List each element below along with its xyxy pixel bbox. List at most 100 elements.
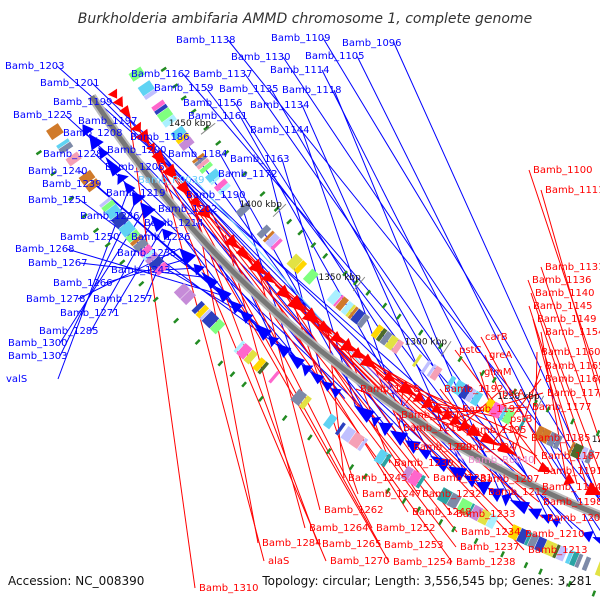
gene-label-reverse: Bamb_1159 [154, 83, 214, 94]
reverse-gene-arrow [371, 416, 382, 428]
gene-label-forward: Bamb_1310 [199, 583, 259, 594]
cog-bar-reverse [373, 448, 389, 465]
gc-tick-inner [396, 313, 402, 320]
gc-tick-inner [365, 289, 372, 296]
gene-label-forward: Bamb_1230 [394, 458, 454, 469]
leader-line [309, 315, 477, 480]
cog-bar-forward [429, 365, 443, 381]
cog-bar-reverse [191, 300, 206, 315]
leader-line [66, 248, 226, 297]
gc-tick-outer [173, 317, 180, 324]
reverse-gene-arrow [476, 481, 492, 496]
gene-label-forward: Bamb_1210 [525, 529, 585, 540]
cog-bar-reverse [144, 251, 159, 265]
cog-bar-forward [345, 304, 357, 318]
forward-gene-arrow [584, 482, 600, 496]
cog-bar-forward [533, 425, 546, 441]
gc-tick-outer [538, 568, 543, 575]
gene-label-forward: Bamb_1254 [393, 557, 453, 568]
cog-bar-forward [217, 182, 231, 196]
gc-tick-inner [259, 191, 266, 197]
gene-label-forward: Bamb_1284 [262, 538, 322, 549]
gene-labels: Bamb_1138 Bamb_1109 Bamb_1096 Bamb_1130 Bamb… [5, 33, 600, 594]
gc-tick-outer [415, 506, 422, 513]
leader-line [135, 125, 453, 563]
leader-line [239, 115, 433, 458]
cog-bar-reverse [209, 318, 226, 335]
gene-label-forward: glmM [484, 367, 512, 378]
gene-label-forward: Bamb_1191 [543, 466, 600, 477]
forward-gene-arrow [301, 307, 320, 324]
cog-bar-reverse [118, 220, 136, 238]
cog-bar-reverse [153, 261, 169, 276]
gene-label-forward: Bamb_1205 [547, 513, 600, 524]
gc-tick-inner [480, 369, 486, 377]
gc-tick-inner [532, 399, 538, 407]
reverse-gene-arrow [448, 466, 468, 483]
gene-label-reverse: Bamb_1186 [130, 132, 190, 143]
gene-label-reverse: Bamb_1303 [8, 351, 68, 362]
cog-bar-reverse [523, 531, 533, 546]
gene-label-forward: Bamb_1247 [362, 489, 422, 500]
gene-label-forward: Bamb_1111 [545, 185, 600, 196]
cog-bar-reverse [233, 340, 246, 354]
leader-line [91, 82, 537, 514]
gene-label-reverse: Bamb_1203 [5, 61, 65, 72]
forward-gene-arrow [162, 163, 178, 181]
scale-label: 1300 kbp [405, 337, 448, 347]
gc-tick-outer [325, 448, 332, 455]
forward-gene-arrow [119, 105, 131, 119]
cog-bar-reverse [527, 533, 540, 549]
cog-bar-reverse [415, 474, 426, 489]
cog-bar-forward [210, 174, 223, 186]
gene-label-reverse: Bamb_1235 [117, 248, 177, 259]
cog-bar-reverse [340, 425, 356, 443]
leader-line [322, 37, 600, 499]
gene-label-reverse: Bamb_1190 [186, 190, 246, 201]
leader-line [462, 392, 499, 426]
cog-bar-forward [293, 260, 308, 274]
gene-label-reverse: Bamb_1105 [305, 51, 365, 62]
gene-label-forward: Bamb_1233 [456, 509, 516, 520]
cog-bar-reverse [568, 551, 580, 567]
gc-tick-outer [385, 487, 391, 495]
gene-label-forward: pstB [510, 414, 532, 425]
cog-bar-forward [143, 88, 158, 101]
leader-line [282, 56, 600, 532]
forward-gene-arrow [397, 380, 416, 396]
forward-gene-arrow [261, 271, 274, 283]
cog-bar-forward [379, 330, 393, 346]
cog-bar-reverse [58, 141, 74, 155]
forward-gene-arrow [350, 346, 364, 359]
gene-label-forward: Bamb_1171 [547, 388, 600, 399]
gc-tick-outer [104, 241, 111, 248]
reverse-gene-arrow [528, 508, 543, 520]
gc-tick-outer [35, 149, 43, 156]
gc-tick-outer [307, 434, 313, 441]
gc-tick-outer [523, 561, 529, 569]
gene-label-reverse: Bamb_1172 [218, 169, 278, 180]
reverse-gene-arrow [301, 365, 314, 377]
leader-line [171, 172, 457, 548]
gene-label-forward: Bamb_1264 [309, 523, 369, 534]
gc-tick-outer [438, 518, 444, 526]
gene-label-reverse: Bamb_1226 [131, 232, 191, 243]
reverse-gene-arrow [82, 124, 94, 137]
gene-label-reverse: Bamb_1202 [158, 204, 218, 215]
reverse-gene-arrow [229, 300, 244, 314]
cog-bar-reverse [468, 504, 484, 522]
gc-tick-outer [362, 473, 368, 480]
cog-bar-reverse [268, 370, 280, 384]
gc-tick-outer [241, 381, 248, 388]
cog-bar-reverse [99, 196, 113, 208]
forward-gene-arrow [431, 403, 444, 414]
gene-label-reverse: Bamb_1219 [106, 188, 166, 199]
gene-label-reverse: Bamb_1163 [230, 154, 290, 165]
gc-tick-outer [451, 526, 457, 533]
cog-bar-forward [262, 230, 275, 243]
cog-bar-forward [482, 398, 496, 414]
gene-label-reverse: Bamb_1109 [271, 33, 331, 44]
reverse-gene-arrow [354, 405, 375, 423]
gene-label-forward: Bamb_1100 [533, 165, 593, 176]
gc-tick-inner [352, 279, 359, 286]
